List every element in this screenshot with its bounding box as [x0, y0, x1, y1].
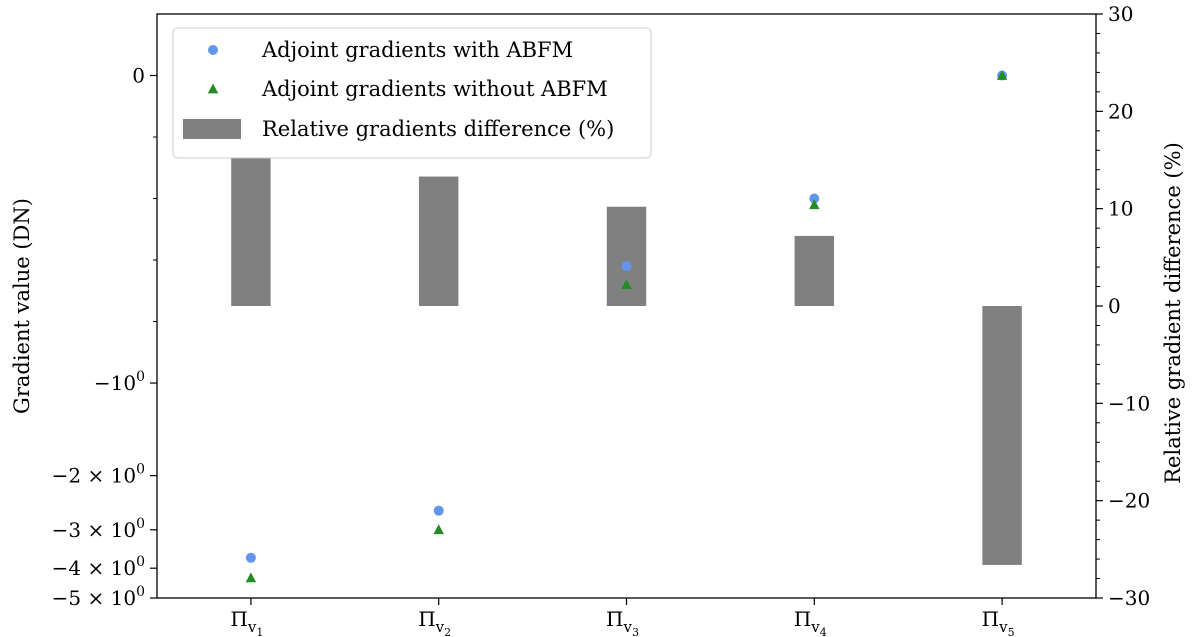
y-left-tick-label-2: −2 × 100: [52, 462, 145, 488]
legend-label-relative-difference: Relative gradients difference (%): [262, 117, 614, 141]
bar-3: [606, 206, 647, 306]
bar-2: [418, 176, 459, 306]
point-without-abfm-3: [621, 279, 632, 290]
point-with-abfm-2: [433, 505, 444, 516]
point-without-abfm-2: [433, 524, 444, 535]
y-left-tick-label-3: −3 × 100: [52, 516, 145, 542]
point-with-abfm-3: [621, 261, 632, 272]
y-left-tick-label-1: −100: [94, 369, 145, 395]
x-tick-label-1: Πv1: [230, 607, 263, 637]
legend-label-with-abfm: Adjoint gradients with ABFM: [261, 38, 573, 62]
point-with-abfm-4: [809, 193, 820, 204]
bar-4: [794, 235, 835, 306]
point-without-abfm-4: [809, 199, 820, 210]
legend-label-without-abfm: Adjoint gradients without ABFM: [261, 77, 608, 101]
x-tick-label-2: Πv2: [418, 607, 451, 637]
legend-marker-relative-difference: [183, 119, 241, 139]
point-with-abfm-1: [245, 552, 256, 563]
axes-layer: 0−100−2 × 100−3 × 100−4 × 100−5 × 100302…: [52, 2, 1151, 637]
y-left-axis-title: Gradient value (DN): [10, 198, 34, 414]
y-right-axis-title: Relative gradient difference (%): [1161, 142, 1185, 484]
y-right-tick-label-6: −30: [1108, 586, 1150, 610]
legend-box: [172, 27, 652, 159]
legend: Adjoint gradients with ABFM Adjoint grad…: [172, 27, 652, 159]
bar-5: [982, 306, 1022, 565]
y-right-tick-label-0: 30: [1108, 2, 1133, 26]
bars-layer: [231, 157, 1022, 565]
y-left-tick-label-4: −4 × 100: [52, 554, 145, 580]
y-left-tick-label-0: 0: [132, 64, 145, 88]
legend-marker-without-abfm: [207, 83, 219, 94]
y-right-tick-label-1: 20: [1108, 99, 1133, 123]
x-tick-label-3: Πv3: [606, 607, 639, 637]
y-right-tick-label-2: 10: [1108, 197, 1133, 221]
y-left-tick-label-5: −5 × 100: [52, 584, 145, 610]
y-right-tick-label-4: −10: [1108, 391, 1150, 415]
x-tick-label-4: Πv4: [794, 607, 827, 637]
legend-marker-with-abfm: [208, 45, 218, 55]
x-tick-label-5: Πv5: [982, 607, 1015, 637]
point-without-abfm-5: [996, 70, 1008, 80]
scatter-layer: [245, 70, 1008, 583]
y-right-tick-label-5: −20: [1108, 489, 1150, 513]
y-right-tick-label-3: 0: [1108, 294, 1121, 318]
bar-1: [231, 157, 271, 306]
point-without-abfm-1: [245, 572, 257, 583]
